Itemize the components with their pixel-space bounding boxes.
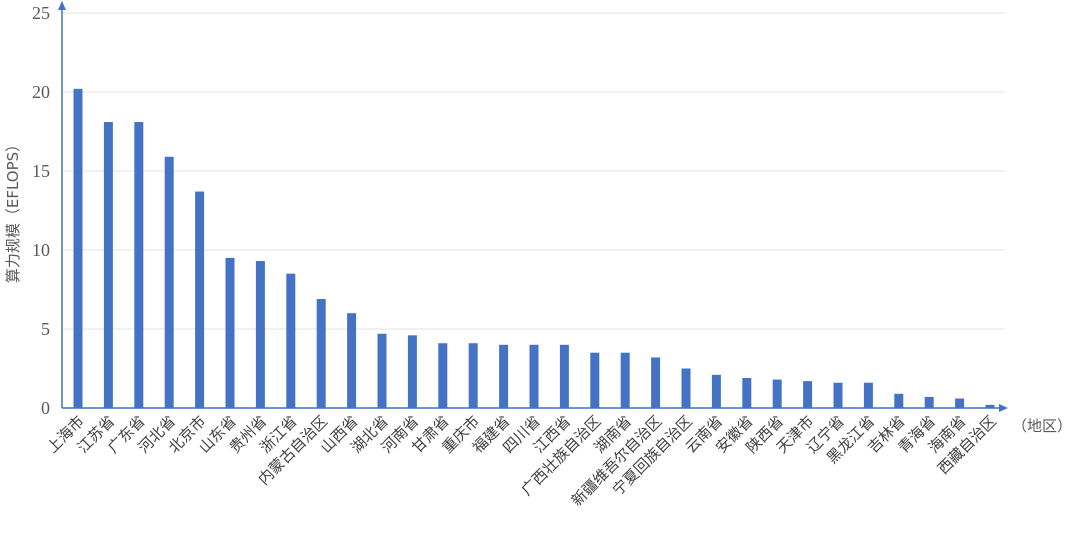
x-axis-title: （地区） bbox=[1012, 417, 1072, 435]
bars bbox=[73, 88, 995, 409]
bar bbox=[499, 344, 509, 408]
bar bbox=[134, 122, 144, 409]
y-tick-label: 25 bbox=[32, 3, 50, 23]
bar bbox=[772, 379, 782, 408]
bar bbox=[681, 368, 691, 408]
bar bbox=[164, 156, 174, 408]
bar bbox=[711, 374, 721, 408]
bar bbox=[347, 313, 357, 408]
bar bbox=[286, 273, 296, 408]
bar bbox=[103, 122, 113, 409]
y-tick-label: 15 bbox=[32, 161, 50, 181]
bar bbox=[195, 191, 205, 408]
bar bbox=[742, 377, 752, 408]
bar bbox=[438, 343, 448, 408]
bar bbox=[529, 344, 539, 408]
y-tick-label: 5 bbox=[41, 319, 50, 339]
bar bbox=[468, 343, 478, 408]
bar bbox=[833, 382, 843, 408]
bar bbox=[651, 357, 661, 408]
y-tick-label: 10 bbox=[32, 240, 50, 260]
x-axis-arrow bbox=[999, 404, 1008, 412]
bar bbox=[407, 335, 417, 408]
bar bbox=[955, 398, 965, 408]
y-tick-label: 20 bbox=[32, 82, 50, 102]
bar bbox=[225, 257, 235, 408]
y-axis-title: 算力规模（EFLOPS） bbox=[4, 137, 22, 283]
x-axis-category-labels: 上海市江苏省广东省河北省北京市山东省贵州省浙江省内蒙古自治区山西省湖北省河南省甘… bbox=[43, 412, 1000, 510]
bar bbox=[620, 352, 630, 408]
bar bbox=[894, 393, 904, 408]
bar bbox=[803, 381, 813, 408]
bar bbox=[863, 382, 873, 408]
bar bbox=[377, 333, 387, 408]
bar bbox=[590, 352, 600, 408]
y-axis-arrow bbox=[58, 1, 66, 10]
bar bbox=[559, 344, 569, 408]
bar bbox=[255, 261, 265, 408]
bar bbox=[985, 404, 995, 408]
bar bbox=[316, 298, 326, 408]
bar bbox=[924, 396, 934, 408]
gridlines bbox=[62, 12, 1005, 330]
axes bbox=[58, 1, 1008, 412]
bar bbox=[73, 88, 83, 408]
y-axis-tick-labels: 0 5 10 15 20 25 bbox=[32, 3, 50, 418]
y-tick-label: 0 bbox=[41, 398, 50, 418]
